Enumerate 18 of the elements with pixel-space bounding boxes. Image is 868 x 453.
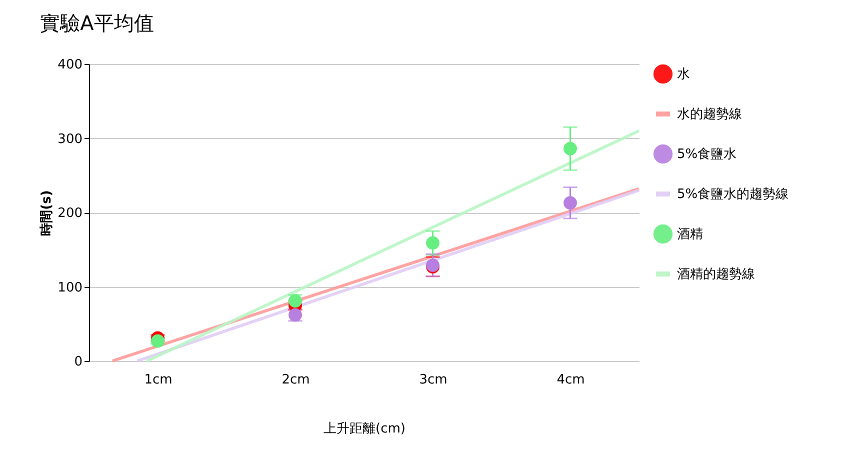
y-tick-label: 0 (74, 354, 82, 370)
legend-label: 水的趨勢線 (677, 107, 742, 122)
x-tick-label: 3cm (419, 372, 448, 388)
y-axis-title: 時間(s) (40, 190, 55, 236)
legend-label: 5%食鹽水 (677, 147, 737, 162)
legend-label: 酒精的趨勢線 (677, 267, 755, 282)
y-tick-label: 200 (58, 206, 82, 221)
y-tick-label: 100 (58, 280, 82, 296)
y-tick-label: 400 (58, 58, 82, 72)
x-tick-label: 1cm (144, 372, 172, 388)
legend-label: 酒精 (677, 227, 703, 242)
x-tick-label: 2cm (282, 372, 310, 388)
chart-title: 實驗A平均值 (40, 11, 154, 35)
x-tick-label: 4cm (556, 372, 585, 388)
x-axis-title: 上升距離(cm) (324, 422, 406, 436)
y-tick-label: 300 (58, 132, 82, 147)
legend-label: 水 (677, 67, 690, 82)
legend-label: 5%食鹽水的趨勢線 (677, 187, 789, 202)
